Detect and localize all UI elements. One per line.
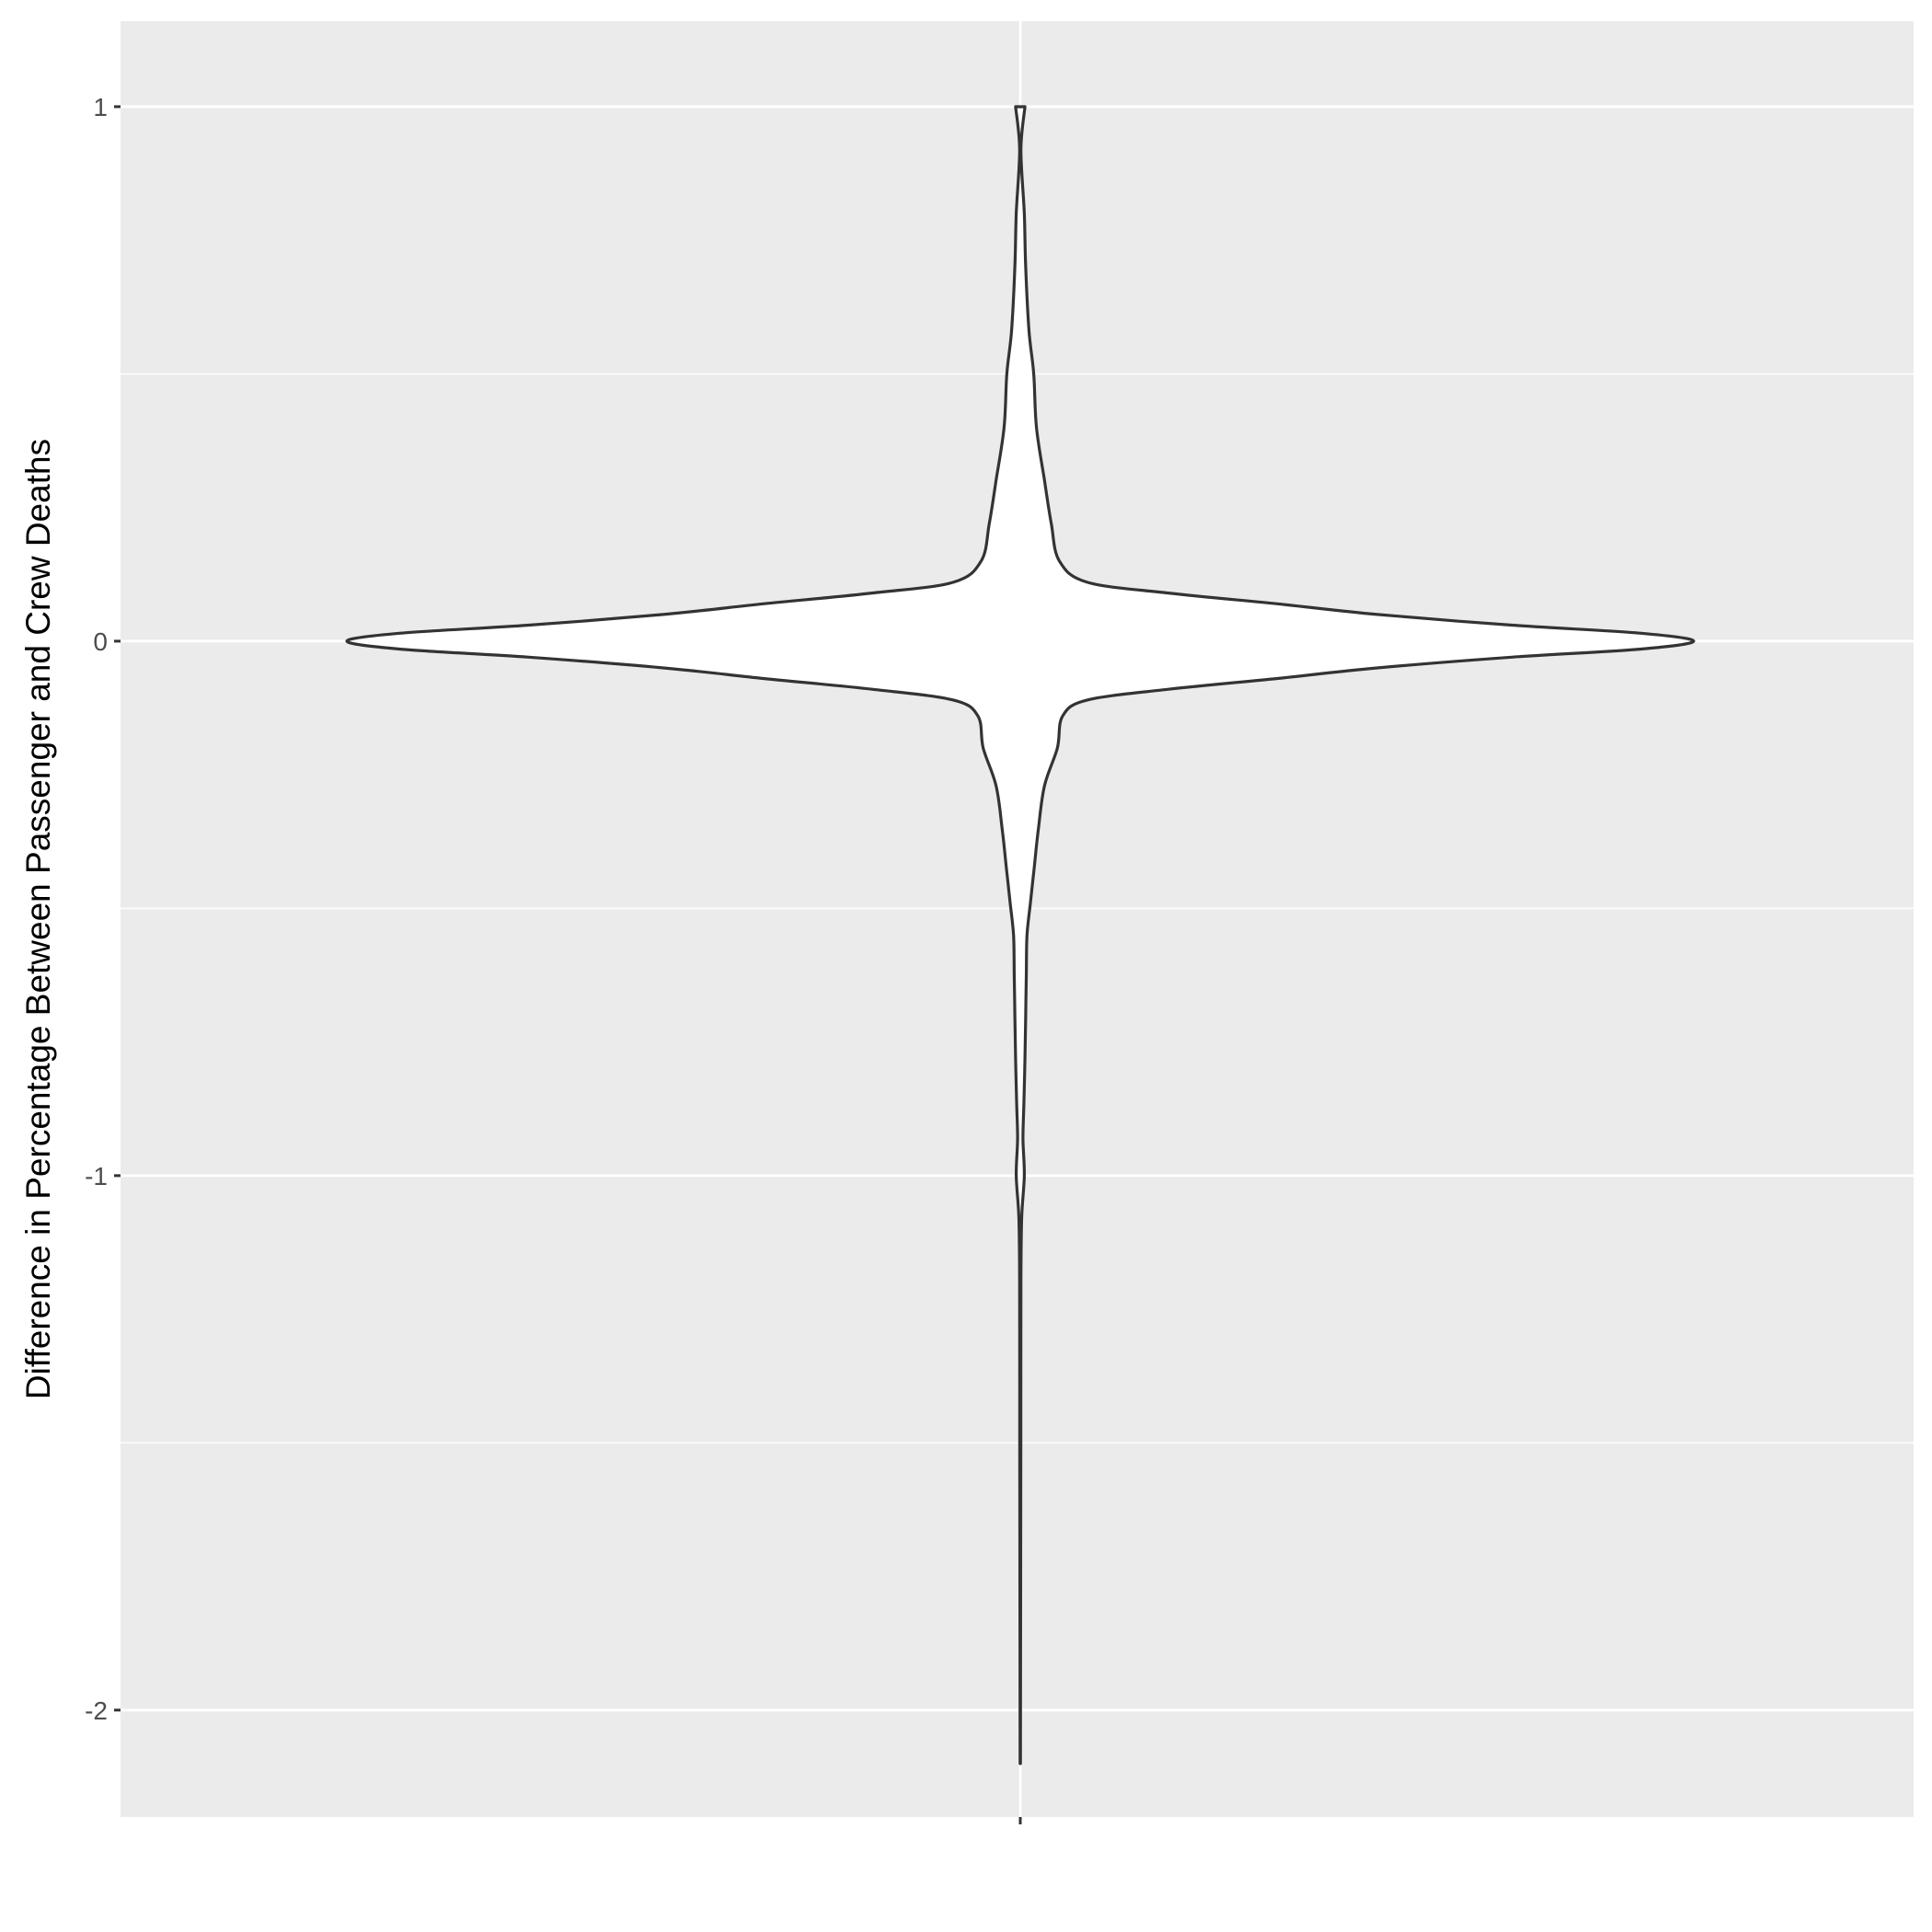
- y-tick-label: 0: [93, 627, 108, 656]
- y-tick-label: 1: [93, 93, 108, 121]
- violin-shape: [345, 105, 1696, 1765]
- y-axis: 1 0 -1 -2: [85, 93, 121, 1725]
- y-axis-title: Difference in Percentage Between Passeng…: [19, 439, 57, 1399]
- y-tick-label: -2: [85, 1696, 108, 1725]
- y-tick-label: -1: [85, 1162, 108, 1190]
